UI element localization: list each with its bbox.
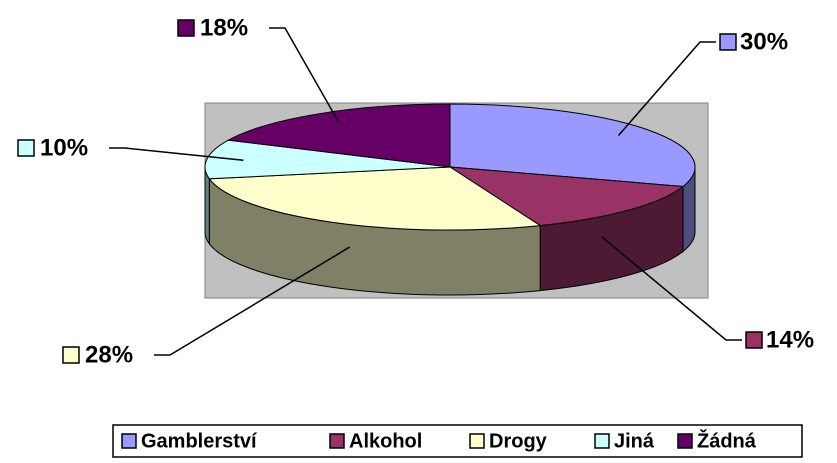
- leader-line: [617, 41, 716, 137]
- legend-label: Gamblerství: [141, 430, 258, 452]
- data-label: 14%: [766, 326, 814, 353]
- legend-swatch: [677, 433, 693, 449]
- slice: [226, 103, 451, 168]
- label-swatch: [17, 139, 35, 157]
- slice: [208, 166, 542, 231]
- data-label: 18%: [200, 14, 248, 41]
- label-swatch: [719, 33, 737, 51]
- data-label: 30%: [740, 28, 788, 55]
- legend-swatch: [329, 433, 345, 449]
- legend-swatch: [469, 433, 485, 449]
- legend-swatch: [121, 433, 137, 449]
- label-swatch: [177, 19, 195, 37]
- data-label: 28%: [85, 341, 133, 368]
- data-label: 10%: [40, 134, 88, 161]
- data-labels: 30% 14% 28% 10% 18%: [17, 14, 814, 368]
- leader-line: [154, 246, 351, 356]
- slice: [449, 103, 696, 187]
- legend-label: Drogy: [489, 430, 548, 452]
- pie: [204, 103, 696, 296]
- label-swatch: [745, 331, 763, 349]
- leader-line: [269, 27, 340, 123]
- legend-label: Jiná: [614, 430, 655, 452]
- legend-swatch: [594, 433, 610, 449]
- label-swatch: [62, 346, 80, 364]
- legend-items: Gamblerství Alkohol Drogy Jiná Žádná: [121, 428, 757, 452]
- legend-label: Alkohol: [349, 430, 422, 452]
- slice: [204, 139, 451, 180]
- legend-label: Žádná: [697, 428, 757, 452]
- slice: [449, 166, 685, 227]
- leader-line: [109, 147, 244, 162]
- leader-line: [601, 236, 742, 341]
